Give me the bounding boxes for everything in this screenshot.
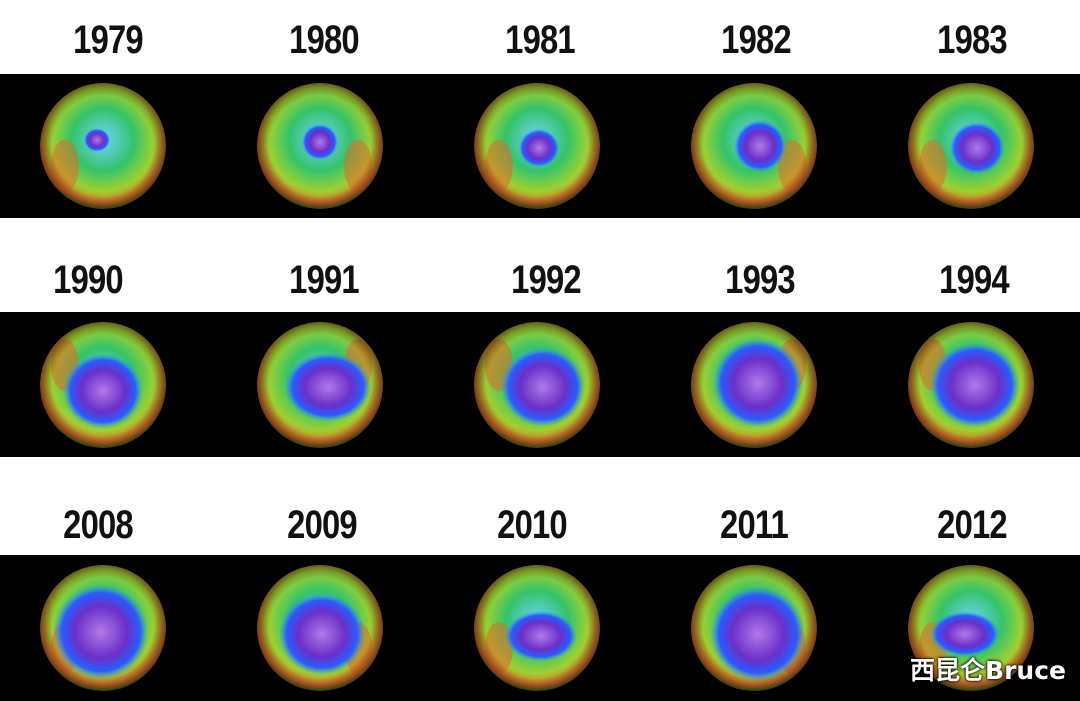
year-label: 2011 [720, 503, 789, 547]
ozone-globe-image [908, 83, 1034, 209]
year-label: 1981 [505, 18, 576, 62]
year-label: 1994 [939, 258, 1010, 302]
ozone-globe-image [40, 322, 166, 448]
ozone-globe-image [691, 83, 817, 209]
row-1-labels: 1979 1980 1981 1982 1983 [0, 0, 1080, 74]
ozone-globe-image [691, 565, 817, 691]
year-label: 1990 [53, 258, 124, 302]
ozone-globe-image [908, 565, 1034, 691]
ozone-globe-image [908, 322, 1034, 448]
year-label: 1979 [73, 18, 144, 62]
ozone-globe-image [257, 322, 383, 448]
year-label: 2012 [937, 503, 1008, 547]
row-3-images: 西昆仑Bruce [0, 555, 1080, 701]
ozone-globe-image [474, 565, 600, 691]
ozone-globe-image [257, 83, 383, 209]
ozone-globe-image [40, 83, 166, 209]
ozone-globe-image [40, 565, 166, 691]
ozone-globe-image [691, 322, 817, 448]
year-label: 1993 [725, 258, 796, 302]
ozone-globe-image [257, 565, 383, 691]
ozone-globe-image [474, 322, 600, 448]
year-label: 1991 [289, 258, 360, 302]
row-2-labels: 1990 1991 1992 1993 1994 [0, 218, 1080, 312]
year-label: 2010 [497, 503, 568, 547]
year-label: 2008 [63, 503, 134, 547]
year-label: 1992 [511, 258, 582, 302]
row-3-labels: 2008 2009 2010 2011 2012 [0, 457, 1080, 555]
watermark-text: 西昆仑Bruce [910, 656, 1066, 685]
row-1-images [0, 74, 1080, 218]
ozone-globe-image [474, 83, 600, 209]
row-2-images [0, 312, 1080, 457]
year-label: 1980 [289, 18, 360, 62]
year-label: 1982 [721, 18, 792, 62]
year-label: 1983 [937, 18, 1008, 62]
year-label: 2009 [287, 503, 358, 547]
